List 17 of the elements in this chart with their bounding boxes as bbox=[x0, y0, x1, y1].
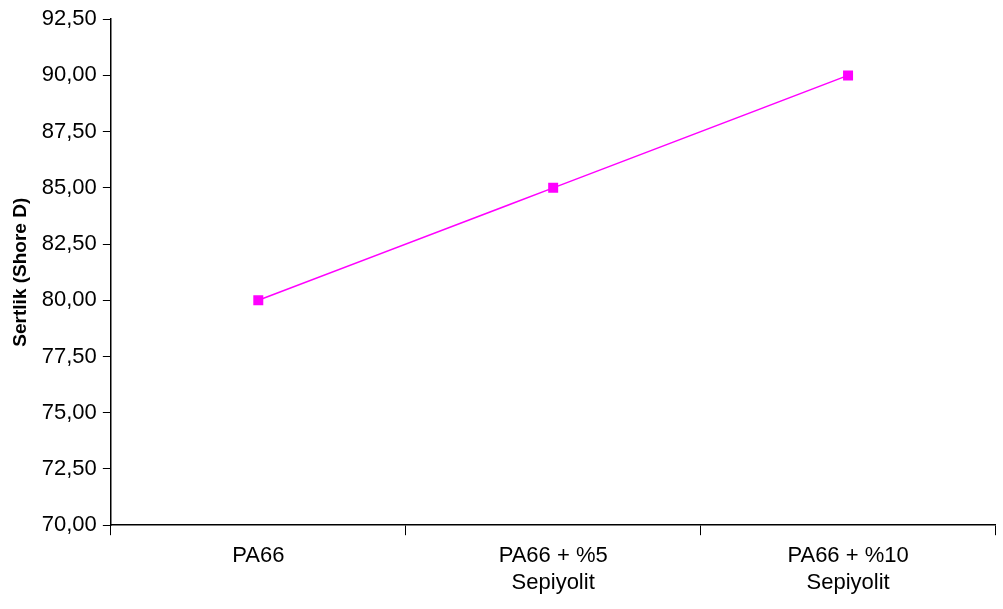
y-tick-label: 72,50 bbox=[41, 455, 97, 481]
x-tick-label: PA66 bbox=[232, 542, 285, 568]
x-tick-label: PA66 + %10 Sepiyolit bbox=[787, 542, 909, 594]
y-tick-label: 75,00 bbox=[41, 398, 97, 424]
point bbox=[548, 182, 559, 193]
y-tick-label: 82,50 bbox=[41, 230, 97, 256]
point bbox=[253, 295, 264, 306]
point bbox=[843, 70, 854, 81]
y-tick-label: 77,50 bbox=[41, 342, 97, 368]
y-axis-title: Sertlik (Shore D) bbox=[8, 197, 30, 347]
x-tick-label: PA66 + %5 Sepiyolit bbox=[498, 542, 608, 594]
y-tick-label: 87,50 bbox=[41, 117, 97, 143]
y-tick-label: 90,00 bbox=[41, 61, 97, 87]
y-tick-label: 80,00 bbox=[41, 286, 97, 312]
y-tick-label: 70,00 bbox=[41, 511, 97, 537]
y-tick-label: 92,50 bbox=[41, 5, 97, 31]
y-tick-label: 85,00 bbox=[41, 173, 97, 199]
